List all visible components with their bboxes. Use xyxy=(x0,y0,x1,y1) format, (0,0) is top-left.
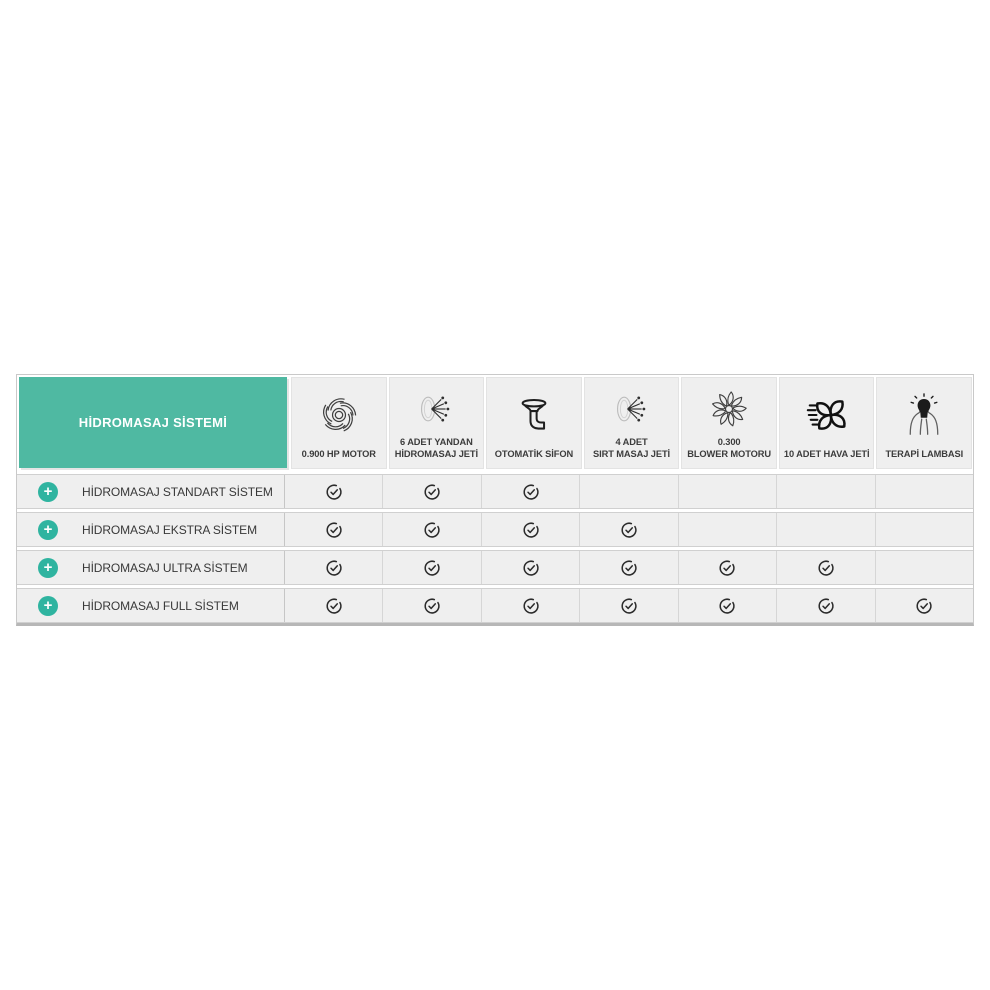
column-label: 10 ADET HAVA JETİ xyxy=(783,449,870,460)
row-label: HİDROMASAJ ULTRA SİSTEM xyxy=(82,560,248,575)
column-header-therapy-lamp: TERAPİ LAMBASI xyxy=(876,377,973,469)
expand-plus-button[interactable]: + xyxy=(38,595,58,616)
column-header-side-jets: 6 ADET YANDAN HİDROMASAJ JETİ xyxy=(388,377,485,469)
page-title: HİDROMASAJ SİSTEMİ xyxy=(78,415,228,430)
back-jet-icon xyxy=(611,378,653,436)
check-cell xyxy=(679,513,778,546)
column-label: 0.300 BLOWER MOTORU xyxy=(687,436,771,460)
check-icon xyxy=(325,597,343,615)
system-label-cell: + HİDROMASAJ EKSTRA SİSTEM xyxy=(17,513,285,546)
check-cell xyxy=(482,589,581,622)
check-icon xyxy=(620,597,638,615)
check-cell xyxy=(876,475,973,508)
check-icon xyxy=(423,521,441,539)
check-cell xyxy=(383,589,482,622)
column-label: 6 ADET YANDAN HİDROMASAJ JETİ xyxy=(394,436,478,460)
check-cell xyxy=(876,551,973,584)
check-icon xyxy=(718,559,736,577)
column-label: 4 ADET SIRT MASAJ JETİ xyxy=(593,436,671,460)
check-cell xyxy=(580,589,679,622)
column-header-siphon: OTOMATİK SİFON xyxy=(486,377,582,469)
check-cell xyxy=(580,551,679,584)
check-cell xyxy=(679,475,778,508)
check-icon xyxy=(620,521,638,539)
check-cell xyxy=(876,589,973,622)
check-cell xyxy=(285,589,384,622)
check-cell xyxy=(482,475,581,508)
expand-plus-button[interactable]: + xyxy=(38,557,58,578)
check-cell xyxy=(777,513,876,546)
side-jet-icon xyxy=(415,378,457,436)
check-icon xyxy=(817,597,835,615)
table-row: + HİDROMASAJ STANDART SİSTEM xyxy=(17,474,973,509)
check-icon xyxy=(620,559,638,577)
air-jet-icon xyxy=(804,378,850,448)
motor-icon xyxy=(318,378,360,448)
check-cell xyxy=(482,513,581,546)
check-cell xyxy=(679,551,778,584)
check-cell xyxy=(777,551,876,584)
column-header-blower: 0.300 BLOWER MOTORU xyxy=(681,377,777,469)
check-cell xyxy=(679,589,778,622)
check-icon xyxy=(423,483,441,501)
check-icon xyxy=(423,559,441,577)
check-cell xyxy=(777,589,876,622)
check-cell xyxy=(383,513,482,546)
table-header-row: HİDROMASAJ SİSTEMİ 0.900 HP MOTOR 6 ADET… xyxy=(17,375,973,471)
column-header-back-jets: 4 ADET SIRT MASAJ JETİ xyxy=(583,377,680,469)
check-cell xyxy=(580,475,679,508)
check-icon xyxy=(522,597,540,615)
row-label: HİDROMASAJ EKSTRA SİSTEM xyxy=(82,522,257,537)
check-icon xyxy=(325,483,343,501)
therapy-lamp-icon xyxy=(902,378,946,448)
table-row: + HİDROMASAJ FULL SİSTEM xyxy=(17,588,973,623)
expand-plus-button[interactable]: + xyxy=(38,519,58,540)
check-cell xyxy=(482,551,581,584)
column-label: OTOMATİK SİFON xyxy=(494,449,574,460)
table-row: + HİDROMASAJ EKSTRA SİSTEM xyxy=(17,512,973,547)
check-cell xyxy=(285,551,384,584)
column-label: 0.900 HP MOTOR xyxy=(301,449,376,460)
row-label: HİDROMASAJ STANDART SİSTEM xyxy=(82,484,273,499)
blower-icon xyxy=(708,378,750,436)
check-cell xyxy=(383,475,482,508)
siphon-icon xyxy=(513,378,555,448)
check-icon xyxy=(522,559,540,577)
table-title-cell: HİDROMASAJ SİSTEMİ xyxy=(19,377,287,468)
check-icon xyxy=(325,559,343,577)
check-icon xyxy=(915,597,933,615)
system-label-cell: + HİDROMASAJ STANDART SİSTEM xyxy=(17,475,285,508)
check-cell xyxy=(777,475,876,508)
table-row: + HİDROMASAJ ULTRA SİSTEM xyxy=(17,550,973,585)
column-label: TERAPİ LAMBASI xyxy=(885,449,964,460)
check-icon xyxy=(718,597,736,615)
check-cell xyxy=(383,551,482,584)
check-cell xyxy=(285,475,384,508)
row-label: HİDROMASAJ FULL SİSTEM xyxy=(82,598,239,613)
check-icon xyxy=(325,521,343,539)
feature-comparison-table: HİDROMASAJ SİSTEMİ 0.900 HP MOTOR 6 ADET… xyxy=(16,374,974,626)
check-cell xyxy=(285,513,384,546)
system-label-cell: + HİDROMASAJ FULL SİSTEM xyxy=(17,589,285,622)
check-icon xyxy=(522,521,540,539)
check-cell xyxy=(580,513,679,546)
column-header-air-jets: 10 ADET HAVA JETİ xyxy=(778,377,875,469)
check-cell xyxy=(876,513,973,546)
column-header-motor: 0.900 HP MOTOR xyxy=(291,377,387,469)
check-icon xyxy=(817,559,835,577)
system-label-cell: + HİDROMASAJ ULTRA SİSTEM xyxy=(17,551,285,584)
check-icon xyxy=(423,597,441,615)
check-icon xyxy=(522,483,540,501)
expand-plus-button[interactable]: + xyxy=(38,481,58,502)
